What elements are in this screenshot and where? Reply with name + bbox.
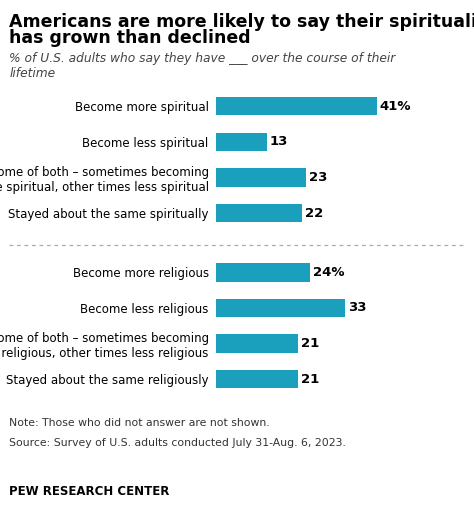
Bar (216, 334, 298, 353)
Text: has grown than declined: has grown than declined (9, 29, 251, 47)
Bar (216, 132, 267, 151)
Bar (216, 204, 302, 222)
Text: Source: Survey of U.S. adults conducted July 31-Aug. 6, 2023.: Source: Survey of U.S. adults conducted … (9, 438, 346, 447)
Bar (216, 370, 298, 388)
Text: 21: 21 (301, 373, 319, 386)
Text: 41%: 41% (380, 100, 411, 113)
Text: % of U.S. adults who say they have ___ over the course of their
lifetime: % of U.S. adults who say they have ___ o… (9, 52, 396, 80)
Bar (216, 298, 346, 317)
Text: 22: 22 (305, 207, 323, 220)
Text: 21: 21 (301, 337, 319, 350)
Text: 33: 33 (348, 302, 367, 315)
Bar (216, 97, 377, 115)
Text: Note: Those who did not answer are not shown.: Note: Those who did not answer are not s… (9, 418, 270, 428)
Text: 13: 13 (270, 135, 288, 148)
Text: Americans are more likely to say their spirituality: Americans are more likely to say their s… (9, 13, 474, 31)
Bar (216, 168, 306, 187)
Text: 23: 23 (309, 171, 327, 184)
Bar (216, 263, 310, 281)
Text: 24%: 24% (313, 266, 344, 279)
Text: PEW RESEARCH CENTER: PEW RESEARCH CENTER (9, 485, 170, 498)
